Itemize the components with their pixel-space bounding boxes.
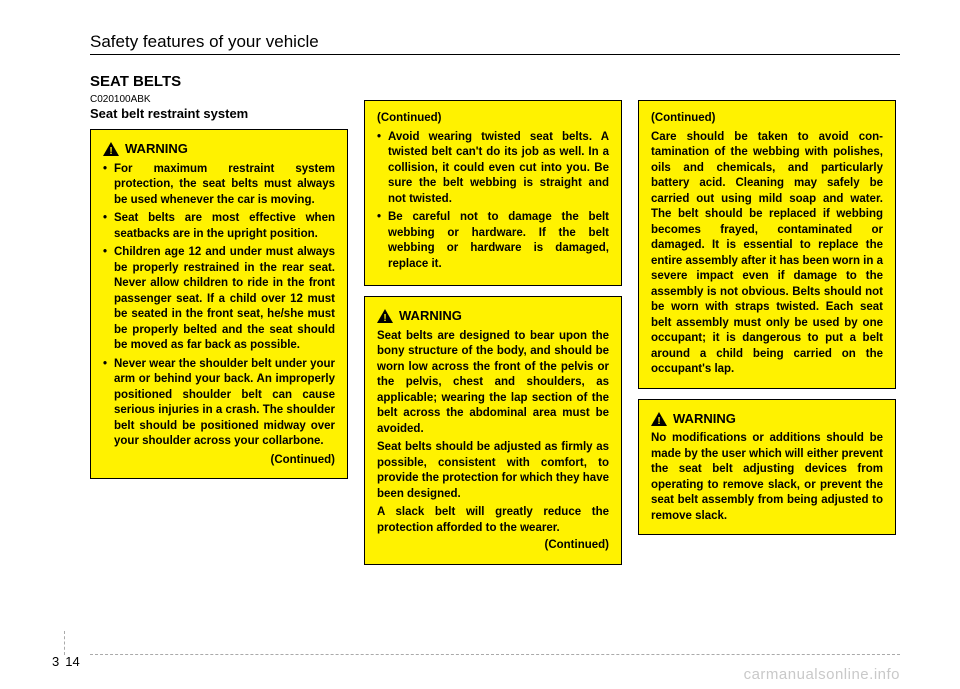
warning-body: Seat belts should be adjusted as firmly … <box>377 440 609 502</box>
subsection-title: Seat belt restraint system <box>90 106 348 121</box>
continued-label: (Continued) <box>651 111 883 127</box>
warning-icon: ! <box>103 142 119 156</box>
svg-text:!: ! <box>657 416 660 426</box>
section-number: 3 <box>52 654 59 669</box>
section-title: Safety features of your vehicle <box>90 32 900 52</box>
footer-divider <box>90 654 900 655</box>
warning-label: WARNING <box>399 307 462 325</box>
list-item: For maximum restraint system protection,… <box>103 162 335 209</box>
warning-list: Avoid wearing twisted seat belts. A twis… <box>377 130 609 273</box>
warning-body: Care should be taken to avoid con­tamina… <box>651 130 883 378</box>
warning-icon: ! <box>651 412 667 426</box>
warning-icon: ! <box>377 309 393 323</box>
svg-text:!: ! <box>383 313 386 323</box>
warning-body: Seat belts are designed to bear upon the… <box>377 329 609 438</box>
manual-page: Safety features of your vehicle SEAT BEL… <box>0 0 960 565</box>
footer-vdash <box>64 631 65 655</box>
content-columns: C020100ABK Seat belt restraint system ! … <box>90 94 900 565</box>
continued-label: (Continued) <box>377 111 609 127</box>
continued-label: (Continued) <box>103 453 335 469</box>
warning-box-1: ! WARNING For maximum restraint system p… <box>90 129 348 479</box>
warning-list: For maximum restraint system protection,… <box>103 162 335 450</box>
warning-box-2a: (Continued) Avoid wearing twisted seat b… <box>364 100 622 286</box>
list-item: Be careful not to damage the belt webbin… <box>377 210 609 272</box>
warning-box-2b: ! WARNING Seat belts are designed to bea… <box>364 296 622 565</box>
watermark: carmanualsonline.info <box>744 666 900 683</box>
warning-label: WARNING <box>125 140 188 158</box>
column-2: (Continued) Avoid wearing twisted seat b… <box>364 100 622 565</box>
page-number: 14 <box>65 654 79 669</box>
divider <box>90 54 900 55</box>
warning-body: No modifications or additions should be … <box>651 431 883 524</box>
list-item: Avoid wearing twisted seat belts. A twis… <box>377 130 609 208</box>
warning-header: ! WARNING <box>651 410 883 428</box>
continued-label: (Continued) <box>377 538 609 554</box>
warning-label: WARNING <box>673 410 736 428</box>
list-item: Seat belts are most effective when seatb… <box>103 211 335 242</box>
warning-box-3a: (Continued) Care should be taken to avoi… <box>638 100 896 389</box>
list-item: Never wear the shoulder belt under your … <box>103 357 335 450</box>
column-3: (Continued) Care should be taken to avoi… <box>638 100 896 565</box>
ref-code: C020100ABK <box>90 94 348 105</box>
warning-body: A slack belt will greatly reduce the pro… <box>377 505 609 536</box>
column-1: C020100ABK Seat belt restraint system ! … <box>90 94 348 565</box>
warning-header: ! WARNING <box>103 140 335 158</box>
page-footer: 3 14 <box>52 654 80 669</box>
svg-text:!: ! <box>109 146 112 156</box>
warning-box-3b: ! WARNING No modifications or additions … <box>638 399 896 536</box>
chapter-title: SEAT BELTS <box>90 73 900 90</box>
warning-header: ! WARNING <box>377 307 609 325</box>
list-item: Children age 12 and under must always be… <box>103 245 335 354</box>
